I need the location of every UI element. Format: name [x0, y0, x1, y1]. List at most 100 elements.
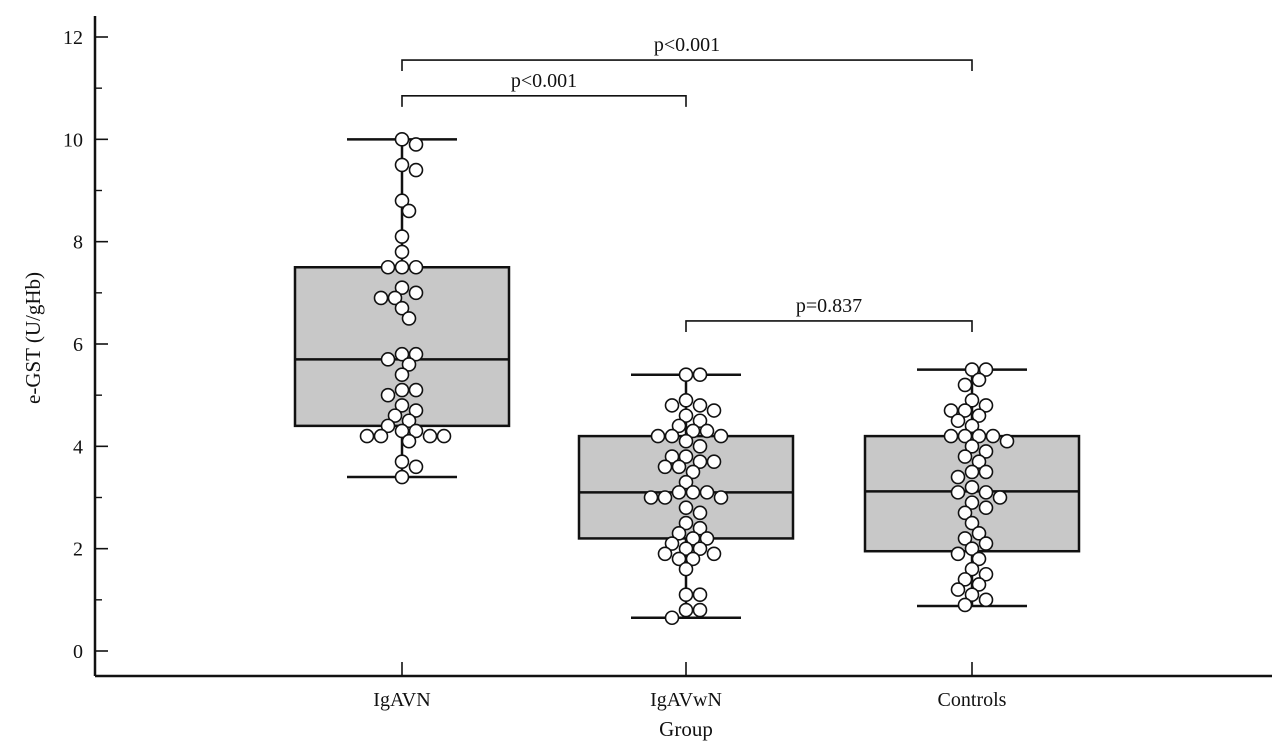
significance-bracket: p=0.837 — [685, 295, 973, 332]
points-igavn — [359, 132, 452, 485]
y-tick-label: 12 — [63, 27, 83, 49]
data-point — [678, 500, 694, 516]
x-tick-label: IgAVwN — [650, 689, 722, 711]
data-point — [685, 531, 701, 546]
data-point — [692, 454, 708, 469]
points-igavwn — [643, 367, 729, 626]
bracket-line — [685, 320, 973, 332]
data-point — [394, 423, 410, 439]
data-point — [408, 259, 424, 275]
x-axis-title: Group — [659, 717, 713, 741]
points-controls — [943, 362, 1015, 613]
data-point — [706, 546, 722, 562]
data-point — [373, 428, 389, 444]
data-point — [706, 403, 722, 418]
data-point — [950, 413, 966, 429]
data-point — [394, 229, 410, 244]
data-point — [964, 495, 980, 510]
data-point — [394, 454, 410, 469]
data-point — [380, 387, 396, 403]
data-point — [394, 367, 410, 383]
data-point — [971, 428, 987, 444]
p-value-label: p<0.001 — [654, 34, 720, 56]
data-point — [964, 541, 980, 556]
data-point — [978, 444, 994, 459]
data-point — [699, 531, 715, 546]
data-point — [957, 505, 973, 521]
data-point — [685, 423, 701, 439]
y-tick-label: 4 — [73, 436, 83, 458]
data-point — [943, 403, 959, 418]
y-tick-label: 8 — [73, 232, 83, 254]
data-point — [401, 311, 417, 326]
data-point — [643, 490, 659, 505]
data-point — [664, 536, 680, 551]
data-point — [971, 551, 987, 567]
data-point — [394, 469, 410, 485]
data-point — [978, 485, 994, 500]
y-tick-label: 0 — [73, 641, 83, 663]
data-point — [992, 490, 1008, 505]
data-point — [678, 541, 694, 556]
data-point — [664, 449, 680, 464]
data-point — [978, 566, 994, 582]
data-point — [950, 469, 966, 485]
data-point — [394, 259, 410, 275]
data-point — [387, 408, 403, 423]
bracket-line — [401, 95, 687, 107]
data-point — [950, 582, 966, 597]
data-point — [692, 541, 708, 556]
x-tick-label: IgAVN — [373, 689, 430, 711]
data-point — [408, 285, 424, 301]
y-tick-label: 6 — [73, 334, 83, 356]
significance-layer: p<0.001 p<0.001 p=0.837 — [401, 34, 973, 332]
data-point — [678, 561, 694, 577]
data-point — [978, 398, 994, 413]
data-point — [408, 162, 424, 178]
data-point — [678, 433, 694, 449]
data-point — [699, 423, 715, 439]
data-point — [373, 290, 389, 306]
data-point — [971, 372, 987, 388]
data-point — [380, 418, 396, 434]
data-point — [692, 398, 708, 413]
data-point — [706, 454, 722, 469]
data-point — [394, 300, 410, 316]
data-point — [671, 485, 687, 500]
data-point — [685, 551, 701, 567]
data-point — [678, 515, 694, 531]
p-value-label: p=0.837 — [796, 295, 862, 317]
y-tick-label: 2 — [73, 539, 83, 561]
bracket-line — [401, 59, 973, 72]
data-point — [394, 346, 410, 362]
data-point — [971, 454, 987, 469]
data-point — [380, 352, 396, 367]
data-point — [692, 587, 708, 603]
data-point — [985, 428, 1001, 444]
data-point — [964, 515, 980, 531]
data-point — [657, 546, 673, 562]
data-point — [964, 561, 980, 577]
data-point — [692, 505, 708, 521]
data-point — [964, 439, 980, 454]
data-point — [978, 362, 994, 377]
data-point — [978, 464, 994, 480]
axes-layer: 0 2 4 6 8 10 12 IgAVN IgAVwN Controls — [63, 16, 1272, 711]
data-point — [671, 459, 687, 475]
data-point — [692, 439, 708, 454]
data-point — [964, 392, 980, 408]
data-point — [401, 357, 417, 372]
data-point — [678, 602, 694, 618]
data-point — [394, 132, 410, 147]
data-point — [664, 398, 680, 413]
x-tick-label: Controls — [938, 689, 1007, 711]
data-point — [394, 193, 410, 209]
data-point — [964, 418, 980, 434]
data-point — [394, 157, 410, 173]
data-point — [957, 531, 973, 546]
data-point — [650, 428, 666, 444]
data-point — [678, 474, 694, 490]
data-point — [678, 367, 694, 383]
data-point — [678, 392, 694, 408]
